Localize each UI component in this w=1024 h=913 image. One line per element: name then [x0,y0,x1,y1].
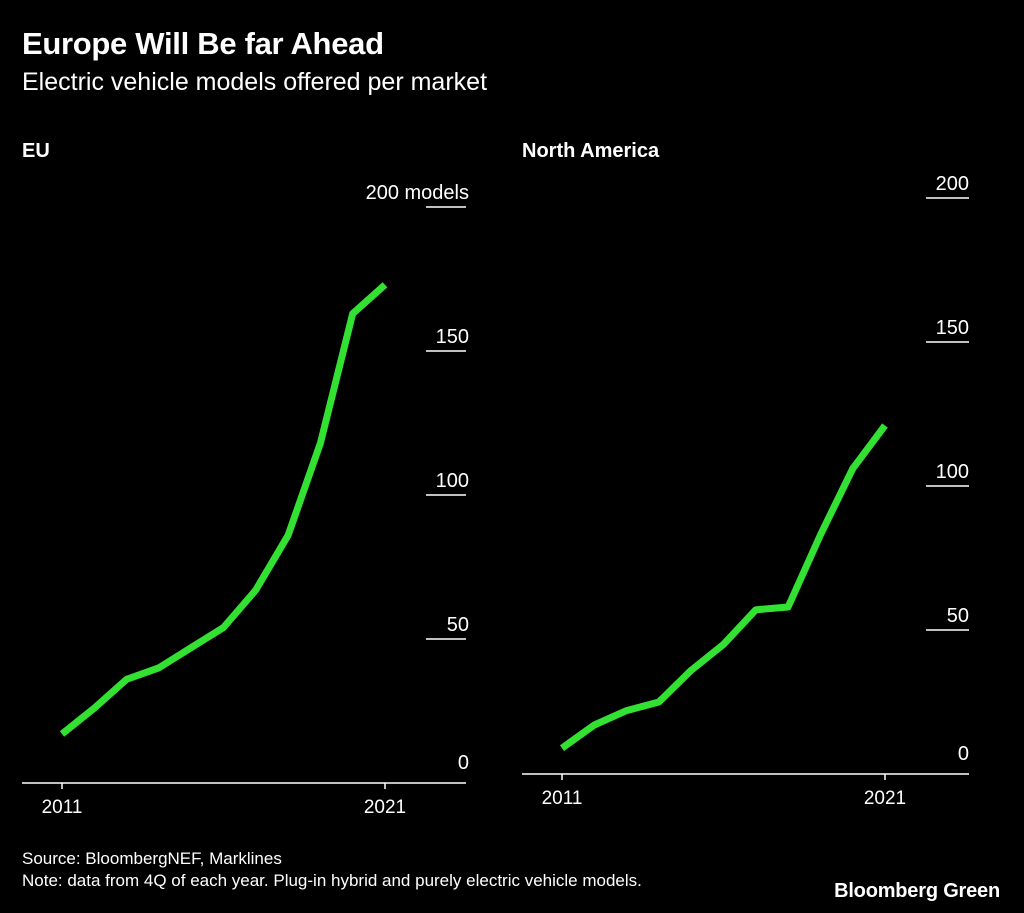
chart-subtitle: Electric vehicle models offered per mark… [22,68,488,96]
panel-title-eu: EU [22,140,50,162]
y-tick-label-north-america: 150 [936,317,969,339]
x-tick-label-eu: 2011 [42,797,83,818]
y-tick-label-eu: 200 models [366,182,469,204]
data-note: Note: data from 4Q of each year. Plug-in… [22,871,642,890]
y-tick-label-eu: 50 [447,614,469,636]
source-note: Source: BloombergNEF, Marklines [22,849,282,868]
y-tick-label-north-america: 200 [936,173,969,195]
y-tick-label-north-america: 0 [958,743,969,765]
y-tick-label-eu: 0 [458,752,469,774]
brand-logo: Bloomberg Green [834,880,1000,902]
x-tick-label-eu: 2021 [364,797,406,818]
series-line-north-america [559,423,888,751]
x-tick-label-north-america: 2021 [864,788,906,809]
y-tick-label-north-america: 100 [936,461,969,483]
x-tick-label-north-america: 2011 [542,788,583,809]
chart-title: Europe Will Be far Ahead [22,26,384,61]
footer: Source: BloombergNEF, Marklines Note: da… [22,848,642,892]
panel-title-north-america: North America [522,140,660,162]
y-tick-label-north-america: 50 [947,605,969,627]
series-line-eu [59,282,388,737]
y-tick-label-eu: 150 [436,326,469,348]
y-tick-label-eu: 100 [436,470,469,492]
